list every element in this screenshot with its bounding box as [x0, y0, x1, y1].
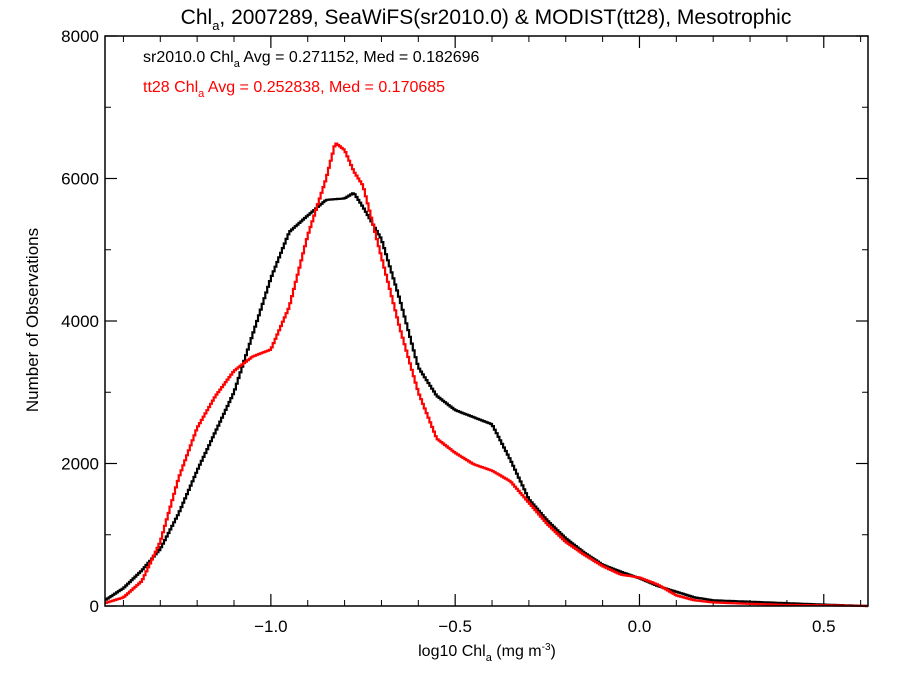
annotation-sr2010: sr2010.0 Chla Avg = 0.271152, Med = 0.18… — [143, 49, 480, 70]
annotation-tt28: tt28 Chla Avg = 0.252838, Med = 0.170685 — [143, 79, 445, 100]
x-tick-label: −1.0 — [254, 617, 288, 636]
data-series — [105, 142, 868, 608]
y-axis-label: Number of Observations — [23, 228, 42, 412]
x-tick-label: 0.5 — [812, 617, 836, 636]
series-sr2010-line — [105, 192, 868, 608]
series-tt28-line — [105, 142, 868, 608]
x-tick-label: 0.0 — [628, 617, 652, 636]
y-tick-label: 0 — [90, 597, 99, 616]
chart-title: Chla, 2007289, SeaWiFS(sr2010.0) & MODIS… — [181, 6, 792, 33]
y-tick-label: 8000 — [61, 27, 99, 46]
y-tick-label: 6000 — [61, 170, 99, 189]
x-tick-label: −0.5 — [438, 617, 472, 636]
x-axis-label: log10 Chla (mg m-3) — [418, 642, 556, 664]
plot-frame — [104, 35, 869, 607]
y-tick-label: 4000 — [61, 312, 99, 331]
y-tick-label: 2000 — [61, 455, 99, 474]
